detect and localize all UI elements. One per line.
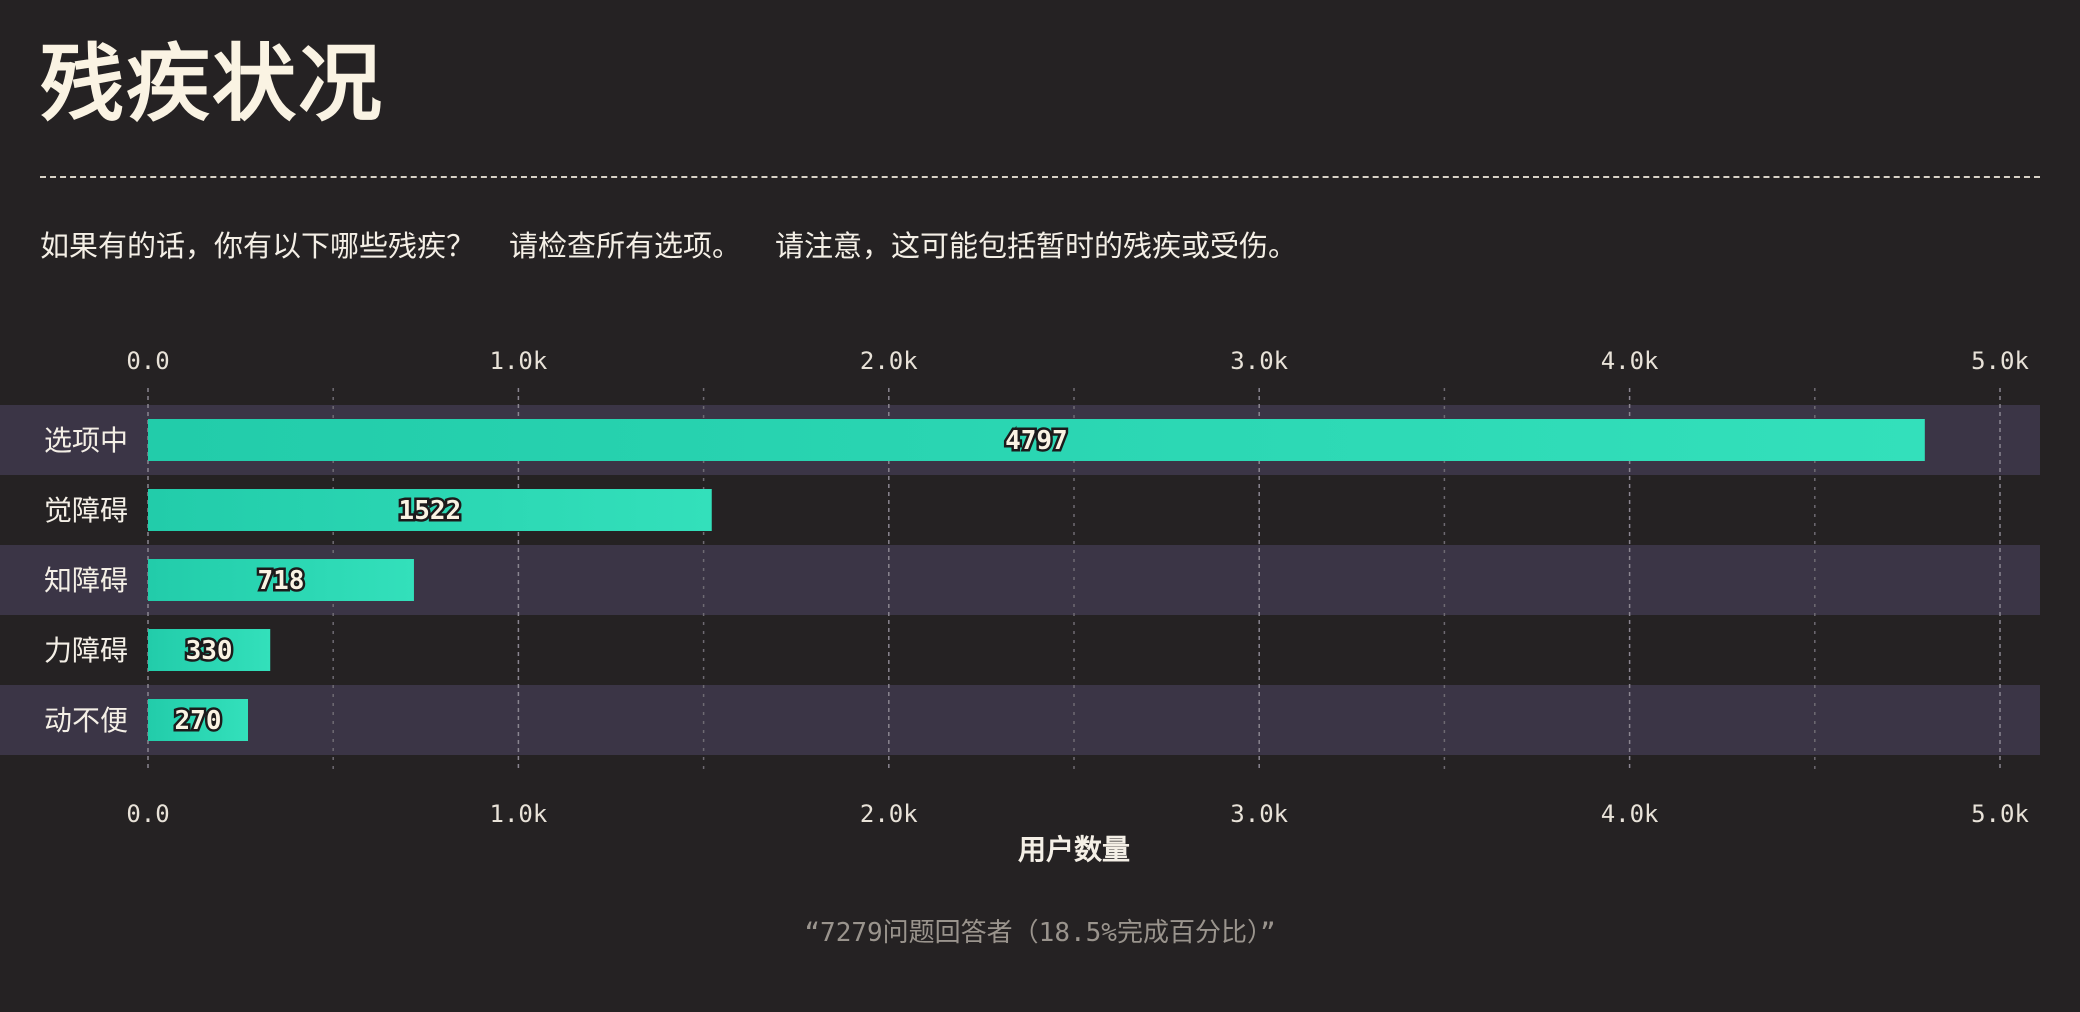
title-divider bbox=[40, 176, 2040, 178]
bar-value-label: 4797 bbox=[1005, 426, 1068, 456]
bar-value-label: 1522 bbox=[399, 496, 462, 526]
x-axis-title: 用户数量 bbox=[1018, 833, 1130, 866]
tick-label: 0.0 bbox=[126, 347, 169, 375]
tick-label: 5.0k bbox=[1971, 800, 2029, 828]
tick-label: 3.0k bbox=[1230, 800, 1288, 828]
row-bands bbox=[0, 405, 2040, 755]
question-text: 如果有的话，你有以下哪些残疾？ 请检查所有选项。 请注意，这可能包括暂时的残疾或受伤… bbox=[40, 226, 1331, 266]
bar bbox=[148, 699, 249, 741]
tick-label: 4.0k bbox=[1601, 347, 1659, 375]
question-part-3: 请注意，这可能包括暂时的残疾或受伤。 bbox=[775, 229, 1298, 263]
tick-label: 0.0 bbox=[126, 800, 169, 828]
bars: 4797 1522 718 330 270 bbox=[148, 419, 1925, 741]
x-axis-bottom: 0.0 1.0k 2.0k 3.0k 4.0k 5.0k bbox=[126, 800, 2029, 828]
x-axis-top: 0.0 1.0k 2.0k 3.0k 4.0k 5.0k bbox=[126, 347, 2029, 375]
tick-label: 1.0k bbox=[490, 800, 548, 828]
tick-label: 1.0k bbox=[490, 347, 548, 375]
bar bbox=[148, 629, 271, 671]
category-label: 力障碍 bbox=[44, 634, 128, 667]
category-label: 选项中 bbox=[44, 424, 128, 457]
category-label: 动不便 bbox=[44, 704, 128, 737]
bar-value-label: 330 bbox=[186, 636, 233, 666]
bar-value-label: 270 bbox=[175, 706, 222, 736]
bar bbox=[148, 559, 414, 601]
bar-value-label: 718 bbox=[257, 566, 304, 596]
tick-label: 2.0k bbox=[860, 800, 918, 828]
question-part-1: 如果有的话，你有以下哪些残疾？ bbox=[40, 229, 476, 263]
tick-label: 2.0k bbox=[860, 347, 918, 375]
tick-label: 5.0k bbox=[1971, 347, 2029, 375]
row-band bbox=[0, 685, 2040, 755]
category-label: 知障碍 bbox=[44, 564, 128, 597]
question-part-2: 请检查所有选项。 bbox=[509, 229, 742, 263]
bar bbox=[148, 419, 1925, 461]
tick-label: 4.0k bbox=[1601, 800, 1659, 828]
respondents-footnote: “7279问题回答者（18.5%完成百分比）” bbox=[804, 918, 1276, 948]
page-title: 残疾状况 bbox=[40, 35, 385, 133]
tick-label: 3.0k bbox=[1230, 347, 1288, 375]
category-label: 觉障碍 bbox=[44, 494, 128, 527]
bar bbox=[148, 489, 712, 531]
